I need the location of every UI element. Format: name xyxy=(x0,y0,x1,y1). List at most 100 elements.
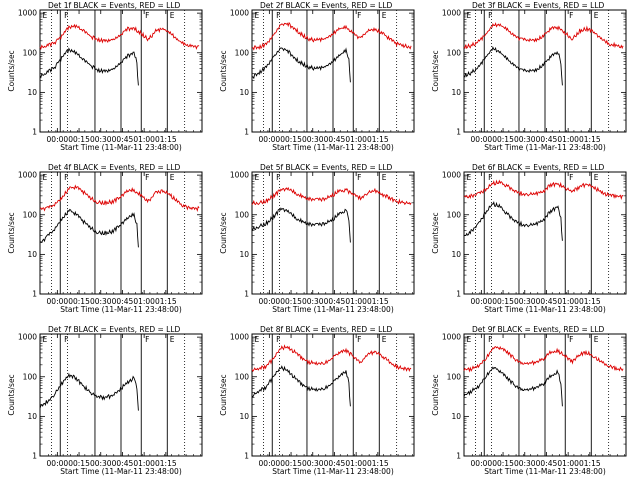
y-tick-label: 1000 xyxy=(442,171,461,180)
x-tick-label: 01:15 xyxy=(579,297,601,306)
x-tick-label: 00:45 xyxy=(324,459,346,468)
interval-marker-label: E xyxy=(170,173,175,182)
interval-marker-label: F xyxy=(64,11,68,20)
interval-marker-label: E xyxy=(466,173,471,182)
panel-5: Det 5f BLACK = Events, RED = LLD 1 10 100 10… xyxy=(219,163,415,314)
x-tick-label: 00:45 xyxy=(536,297,558,306)
panel-2: Det 2f BLACK = Events, RED = LLD 1 10 100 10… xyxy=(219,1,415,152)
events-series-line xyxy=(463,46,563,86)
panel-title: Det 9f BLACK = Events, RED = LLD xyxy=(472,325,605,334)
y-tick-label: 1 xyxy=(244,290,249,299)
x-tick-label: 00:30 xyxy=(514,135,536,144)
interval-marker-label: F xyxy=(145,173,149,182)
x-tick-label: 00:45 xyxy=(112,135,134,144)
x-tick-label: 00:45 xyxy=(324,297,346,306)
y-tick-label: 1000 xyxy=(230,333,249,342)
y-axis-label: Counts/sec xyxy=(431,374,440,415)
y-tick-label: 1 xyxy=(244,128,249,137)
y-tick-label: 100 xyxy=(23,210,38,219)
x-tick-label: 01:15 xyxy=(367,297,389,306)
x-tick-label: 01:15 xyxy=(155,459,177,468)
events-series-line xyxy=(463,201,563,241)
interval-marker-label: E xyxy=(594,11,599,20)
x-tick-label: 00:00 xyxy=(259,297,281,306)
y-tick-label: 10 xyxy=(27,250,37,259)
interval-marker-label: E xyxy=(254,11,259,20)
y-tick-label: 10 xyxy=(27,88,37,97)
x-axis-label: Start Time (11-Mar-11 23:48:00) xyxy=(60,467,182,476)
events-series-line xyxy=(39,47,139,86)
y-tick-label: 10 xyxy=(239,250,249,259)
panel-title: Det 6f BLACK = Events, RED = LLD xyxy=(472,163,605,172)
panel-9: Det 9f BLACK = Events, RED = LLD 1 10 100 10… xyxy=(431,325,627,476)
interval-marker-label: F xyxy=(488,173,492,182)
y-tick-label: 10 xyxy=(451,250,461,259)
interval-marker-label: F xyxy=(145,335,149,344)
panel-title: Det 4f BLACK = Events, RED = LLD xyxy=(48,163,181,172)
x-tick-label: 00:00 xyxy=(471,135,493,144)
y-tick-label: 100 xyxy=(235,372,250,381)
y-tick-label: 100 xyxy=(235,210,250,219)
x-axis-label: Start Time (11-Mar-11 23:48:00) xyxy=(484,305,606,314)
x-tick-label: 01:00 xyxy=(345,135,367,144)
interval-marker-label: E xyxy=(466,335,471,344)
y-tick-label: 1 xyxy=(456,290,461,299)
x-axis-label: Start Time (11-Mar-11 23:48:00) xyxy=(484,467,606,476)
x-tick-label: 00:00 xyxy=(471,459,493,468)
y-tick-label: 10 xyxy=(451,88,461,97)
events-series-line xyxy=(251,207,351,243)
y-tick-label: 1 xyxy=(244,452,249,461)
x-tick-label: 00:45 xyxy=(324,135,346,144)
x-tick-label: 00:15 xyxy=(68,135,90,144)
interval-marker-label: F xyxy=(357,335,361,344)
y-axis-label: Counts/sec xyxy=(219,374,228,415)
interval-marker-label: F xyxy=(357,11,361,20)
y-tick-label: 10 xyxy=(451,412,461,421)
y-tick-label: 100 xyxy=(447,210,462,219)
x-axis-label: Start Time (11-Mar-11 23:48:00) xyxy=(272,467,394,476)
x-tick-label: 00:30 xyxy=(514,459,536,468)
x-tick-label: 00:15 xyxy=(280,297,302,306)
x-tick-label: 01:15 xyxy=(155,297,177,306)
y-tick-label: 1 xyxy=(456,452,461,461)
x-tick-label: 00:30 xyxy=(302,297,324,306)
lld-series-line xyxy=(39,184,200,213)
x-tick-label: 00:15 xyxy=(68,459,90,468)
lld-series-line xyxy=(251,186,412,206)
y-tick-label: 1000 xyxy=(442,9,461,18)
y-tick-label: 1 xyxy=(32,290,37,299)
x-tick-label: 00:15 xyxy=(492,135,514,144)
events-series-line xyxy=(39,208,139,248)
y-tick-label: 1 xyxy=(456,128,461,137)
x-axis-label: Start Time (11-Mar-11 23:48:00) xyxy=(272,305,394,314)
x-tick-label: 00:45 xyxy=(112,459,134,468)
interval-marker-label: E xyxy=(254,335,259,344)
x-tick-label: 01:00 xyxy=(557,135,579,144)
x-tick-label: 01:15 xyxy=(579,459,601,468)
x-axis-label: Start Time (11-Mar-11 23:48:00) xyxy=(272,143,394,152)
interval-marker-label: E xyxy=(42,173,47,182)
panel-title: Det 2f BLACK = Events, RED = LLD xyxy=(260,1,393,10)
x-tick-label: 00:15 xyxy=(492,459,514,468)
panel-7: Det 7f BLACK = Events, RED = LLD 1 10 100 10… xyxy=(7,325,203,476)
interval-marker-label: E xyxy=(170,11,175,20)
lld-series-line xyxy=(463,345,624,373)
interval-marker-label: E xyxy=(42,11,47,20)
x-tick-label: 00:15 xyxy=(68,297,90,306)
x-tick-label: 01:15 xyxy=(367,135,389,144)
x-tick-label: 01:00 xyxy=(345,459,367,468)
interval-marker-label: F xyxy=(569,173,573,182)
panel-title: Det 5f BLACK = Events, RED = LLD xyxy=(260,163,393,172)
y-tick-label: 1 xyxy=(32,452,37,461)
interval-marker-label: E xyxy=(170,335,175,344)
y-tick-label: 1 xyxy=(32,128,37,137)
y-tick-label: 1000 xyxy=(18,333,37,342)
y-tick-label: 1000 xyxy=(230,9,249,18)
lld-series-line xyxy=(463,179,624,200)
x-tick-label: 01:15 xyxy=(155,135,177,144)
y-axis-label: Counts/sec xyxy=(7,374,16,415)
panel-6: Det 6f BLACK = Events, RED = LLD 1 10 100 10… xyxy=(431,163,627,314)
interval-marker-label: E xyxy=(382,173,387,182)
panel-3: Det 3f BLACK = Events, RED = LLD 1 10 100 10… xyxy=(431,1,627,152)
